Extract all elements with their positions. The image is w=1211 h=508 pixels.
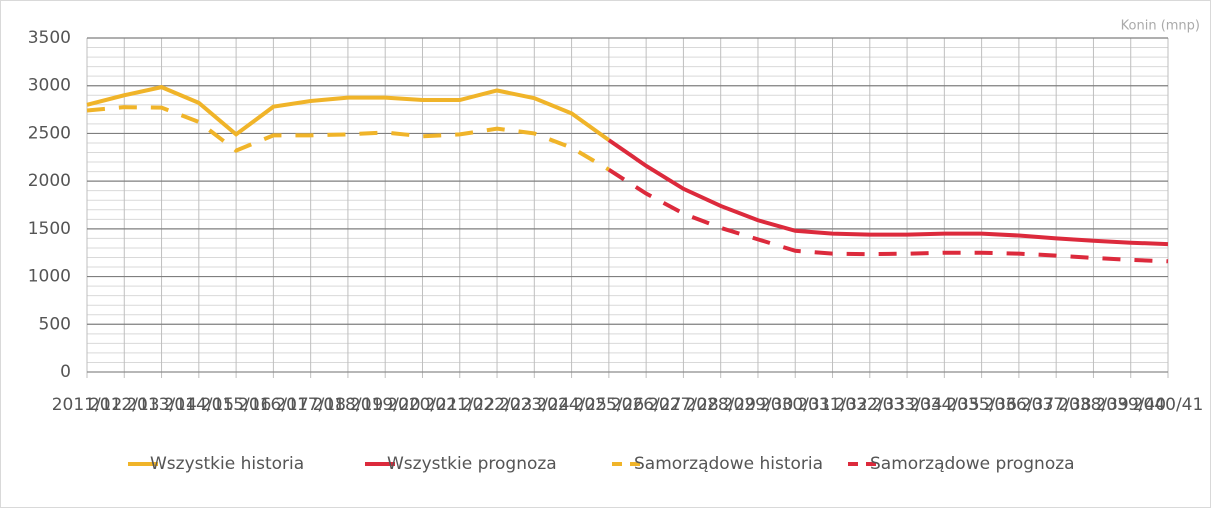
x-tick-label: 2028/29 (685, 395, 756, 415)
y-tick-label: 1500 (28, 219, 71, 239)
series-line (86, 85, 611, 142)
x-tick-label: 2034/35 (909, 395, 980, 415)
x-tick-label: 2032/33 (834, 395, 905, 415)
y-tick-label: 3500 (28, 28, 71, 48)
y-tick-label: 2000 (28, 171, 71, 191)
x-tick-label: 2038/39 (1058, 395, 1129, 415)
legend-label: Wszystkie historia (150, 454, 304, 474)
x-tick-label: 2033/34 (872, 395, 943, 415)
x-tick-label: 2018/19 (313, 395, 384, 415)
x-tick-label: 2017/18 (275, 395, 346, 415)
x-tick-label: 2035/36 (946, 395, 1017, 415)
x-tick-label: 2031/32 (797, 395, 868, 415)
x-tick-label: 2030/31 (760, 395, 831, 415)
x-tick-label: 2036/37 (984, 395, 1055, 415)
y-tick-label: 2500 (28, 123, 71, 143)
y-tick-label: 500 (39, 314, 71, 334)
x-tick-label: 2019/20 (350, 395, 421, 415)
x-tick-label: 2024/25 (536, 395, 607, 415)
y-tick-label: 3000 (28, 76, 71, 96)
x-tick-label: 2025/26 (574, 395, 645, 415)
x-tick-label: 2013/14 (126, 395, 197, 415)
x-tick-label: 2037/38 (1021, 395, 1092, 415)
y-tick-label: 0 (60, 362, 71, 382)
y-tick-label: 1000 (28, 267, 71, 287)
annotation: Konin (mnp) (1121, 19, 1200, 34)
x-tick-label: 2021/22 (424, 395, 495, 415)
x-tick-label: 2016/17 (238, 395, 309, 415)
series-line (607, 138, 1169, 247)
x-tick-label: 2020/21 (387, 395, 458, 415)
legend-label: Samorządowe historia (634, 454, 823, 474)
x-tick-label: 2011/12 (52, 395, 123, 415)
x-tick-label: 2029/30 (723, 395, 794, 415)
legend-label: Wszystkie prognoza (387, 454, 557, 474)
legend-label: Samorządowe prognoza (870, 454, 1075, 474)
series-line (86, 105, 610, 172)
x-tick-label: 2012/13 (89, 395, 160, 415)
x-tick-label: 2039/40 (1095, 395, 1166, 415)
x-tick-label: 2015/16 (201, 395, 272, 415)
x-tick-label: 2027/28 (648, 395, 719, 415)
x-tick-label: 2022/23 (462, 395, 533, 415)
x-tick-label: 2023/24 (499, 395, 570, 415)
x-tick-label: 2026/27 (611, 395, 682, 415)
x-tick-label: 2014/15 (164, 395, 235, 415)
series-line (607, 168, 1169, 264)
x-tick-label: 2040/41 (1133, 395, 1204, 415)
